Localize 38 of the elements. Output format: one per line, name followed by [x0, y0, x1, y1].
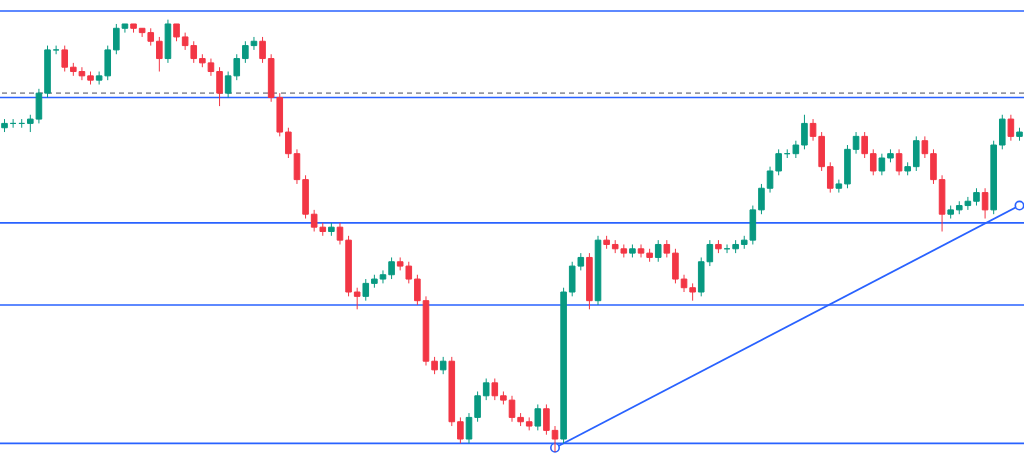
candlestick — [826, 161, 834, 194]
candlestick — [1007, 114, 1015, 142]
candlestick — [414, 274, 421, 306]
candlestick — [388, 256, 395, 280]
candlestick — [981, 187, 989, 220]
candlestick — [775, 148, 782, 176]
candlestick — [379, 269, 387, 284]
candlestick — [654, 239, 662, 263]
candlestick — [474, 390, 481, 423]
candlestick — [353, 287, 361, 310]
candlestick — [156, 36, 163, 73]
candlestick — [61, 45, 69, 73]
candlestick — [637, 243, 645, 258]
candlestick — [869, 148, 877, 176]
candlestick — [242, 40, 249, 64]
candlestick — [801, 114, 808, 150]
candlestick — [491, 378, 499, 401]
candlestick — [52, 45, 60, 55]
candlestick — [465, 412, 473, 444]
candlestick — [921, 135, 929, 159]
candlestick — [878, 153, 886, 176]
candlestick — [543, 403, 550, 436]
candlestick — [259, 36, 266, 64]
candlestick — [758, 183, 765, 215]
candlestick — [336, 222, 344, 245]
candlestick — [895, 148, 903, 176]
candlestick — [362, 278, 370, 302]
candlestick — [861, 131, 868, 159]
candlestick — [457, 416, 464, 444]
candlestick — [766, 166, 774, 194]
candlestick — [216, 66, 223, 107]
candlestick — [835, 179, 843, 194]
candlestick — [809, 118, 817, 142]
candlestick — [852, 131, 860, 155]
candlestick — [534, 403, 542, 431]
candlestick — [508, 395, 516, 423]
candlestick — [285, 127, 292, 159]
candlestick — [482, 378, 490, 401]
